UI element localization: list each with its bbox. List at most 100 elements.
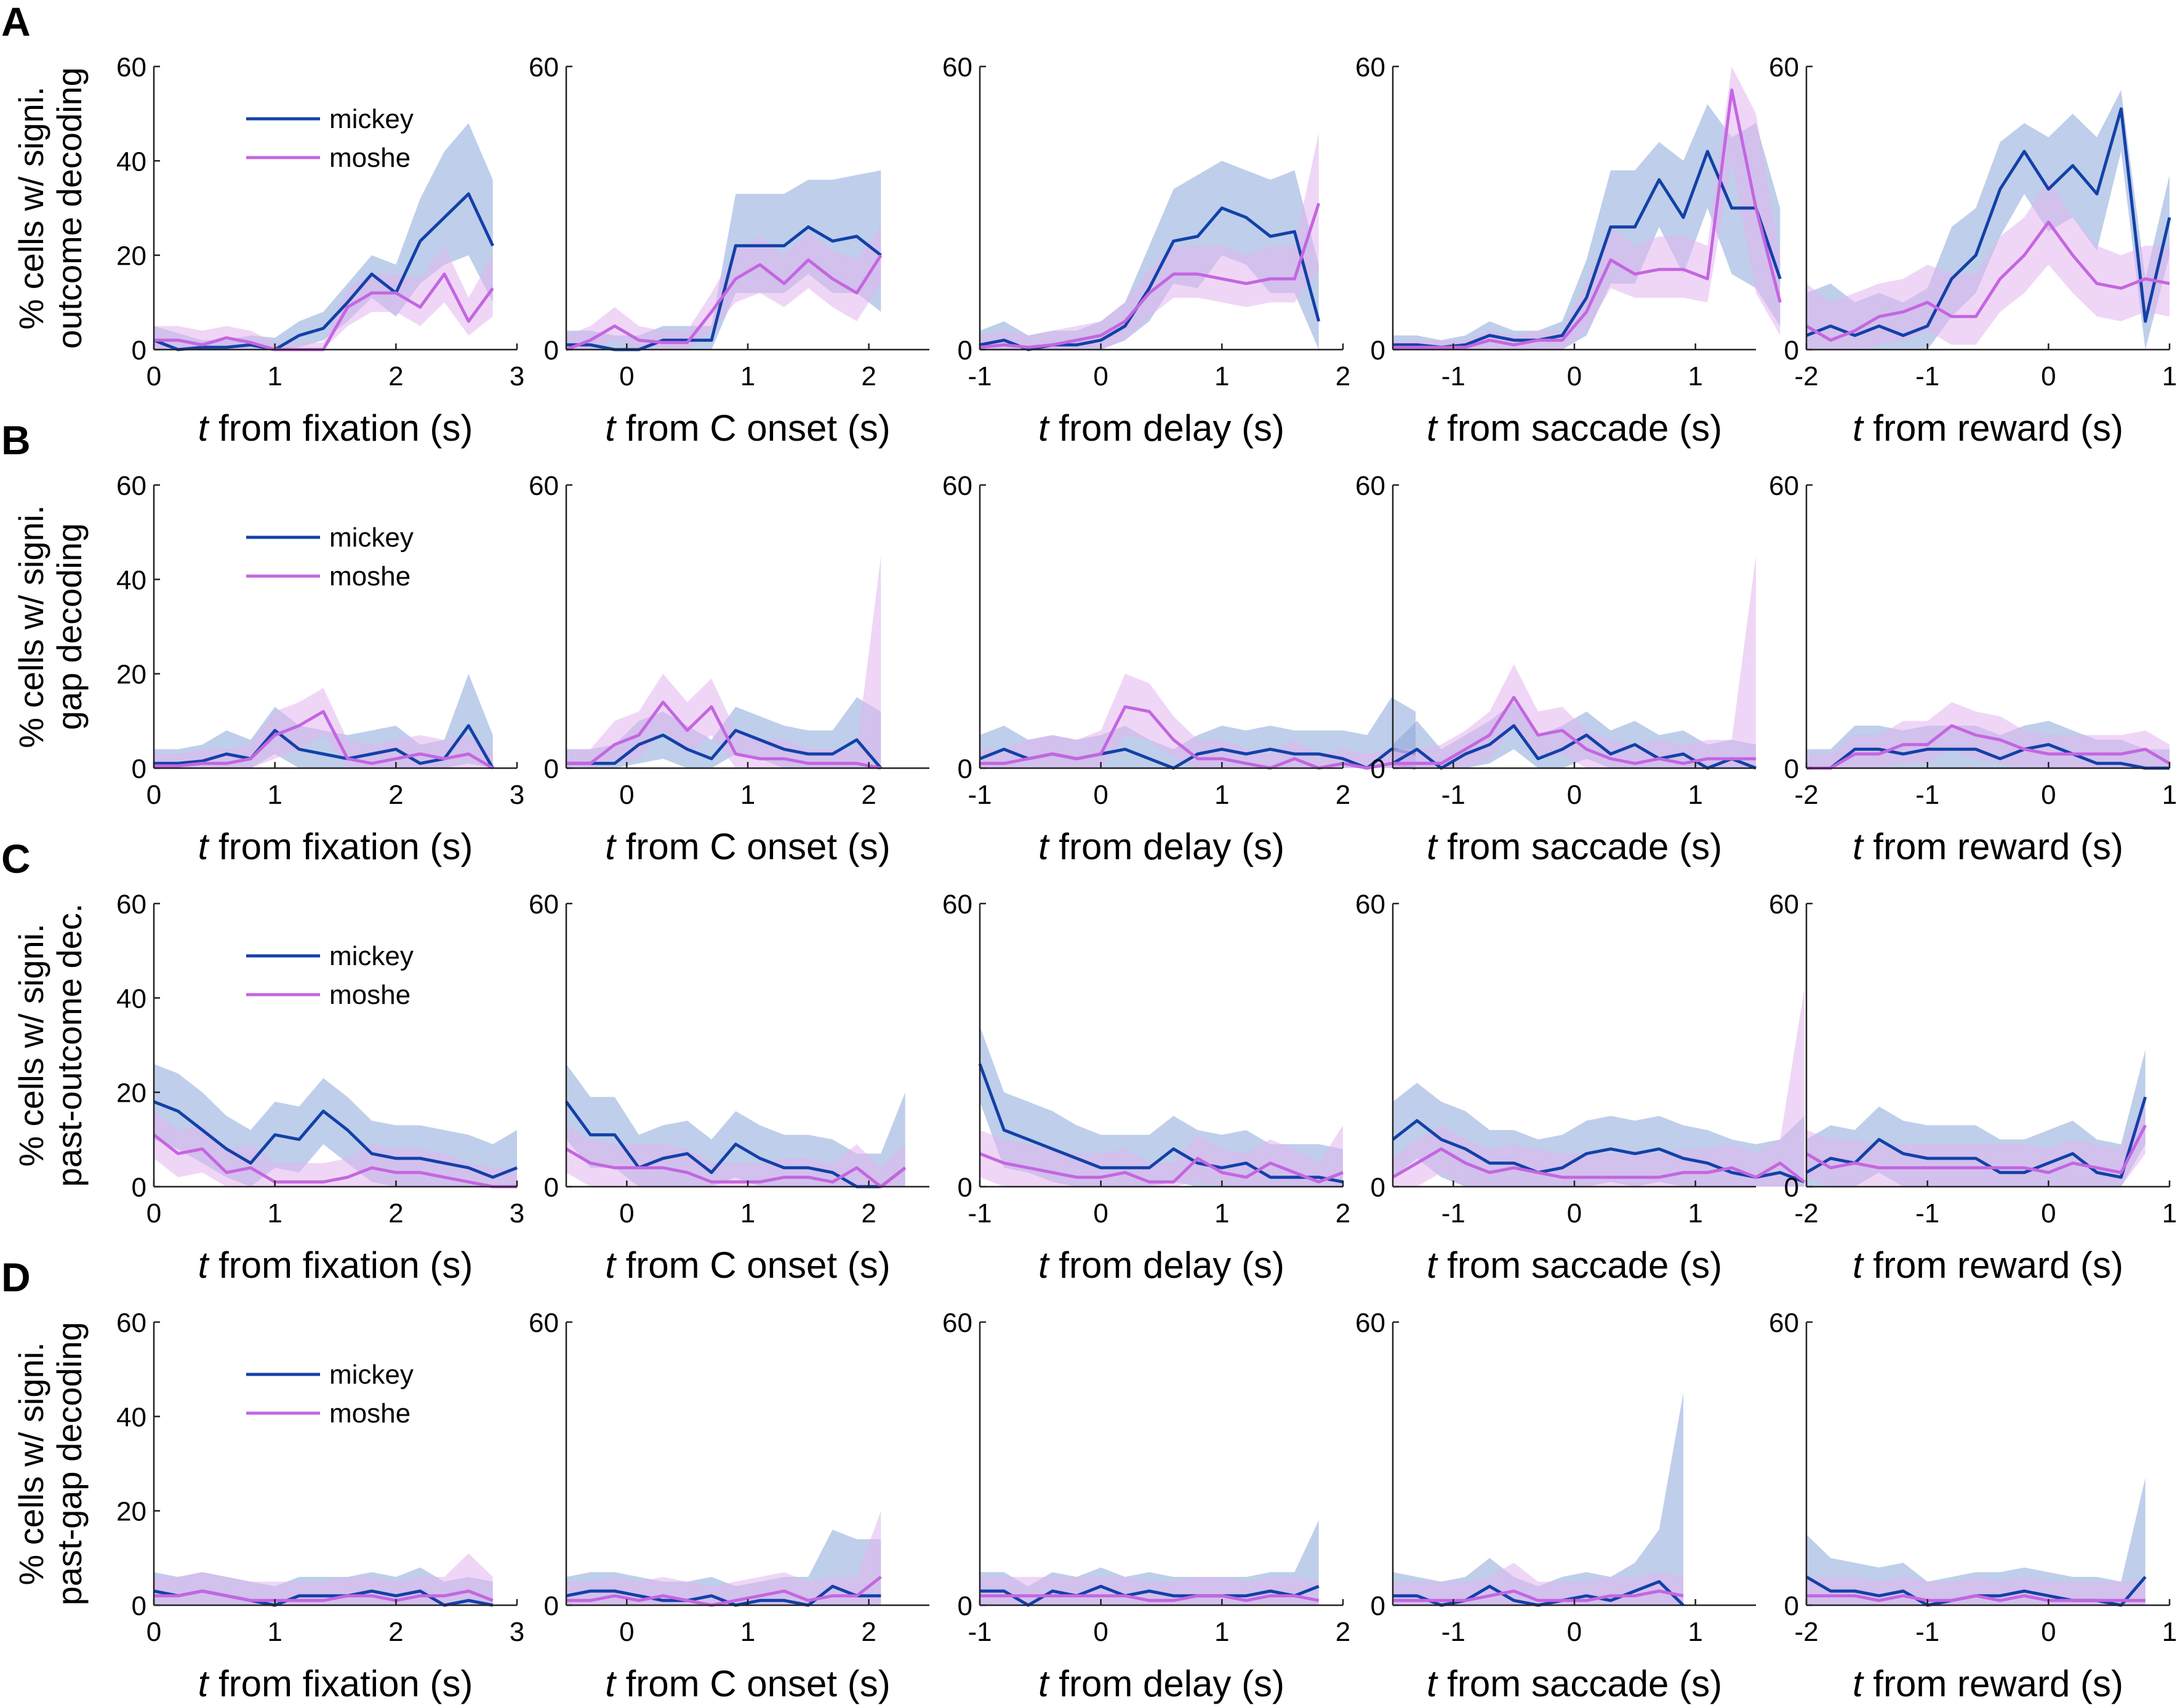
x-tick-label: 0 (1093, 1198, 1108, 1229)
x-axis-label-italic: t (1427, 1245, 1438, 1286)
y-tick-label: 60 (1355, 52, 1385, 82)
x-tick-label: 0 (146, 780, 161, 810)
x-axis-label-italic: t (1853, 1245, 1864, 1286)
x-axis-label-italic: t (198, 1663, 210, 1704)
panel-A4: 0 60 -1 0 1 t from saccade (s) (1355, 52, 1782, 449)
panel-C1: 0 20 40 60 0 1 2 3 t from fixation (s) C % cells w… (1, 836, 524, 1286)
x-tick-label: 0 (1567, 361, 1582, 391)
x-tick-label: 2 (861, 1198, 876, 1229)
x-axis-label: t from C onset (s) (605, 407, 890, 449)
y-tick-label: 0 (544, 1591, 559, 1621)
x-axis-label-text: from delay (s) (1049, 826, 1284, 867)
x-axis-label-italic: t (1853, 1663, 1864, 1704)
legend-label-moshe: moshe (329, 561, 411, 591)
y-tick-label: 0 (1371, 1173, 1385, 1203)
x-axis-label-text: from fixation (s) (208, 407, 473, 449)
y-tick-label: 40 (116, 1402, 146, 1432)
x-axis-label-italic: t (605, 1663, 617, 1704)
x-tick-label: 1 (2162, 1617, 2177, 1647)
moshe-line (153, 1133, 517, 1189)
x-axis-label-text: from fixation (s) (208, 1663, 473, 1704)
x-tick-label: -1 (1441, 1198, 1465, 1229)
moshe-line (979, 1152, 1344, 1184)
y-tick-label: 40 (116, 146, 146, 177)
x-tick-label: 2 (861, 361, 876, 391)
x-tick-label: 3 (510, 1617, 524, 1647)
x-tick-label: 0 (619, 361, 634, 391)
y-tick-label: 60 (1769, 52, 1799, 82)
x-tick-label: 0 (1093, 1617, 1108, 1647)
moshe-band (154, 246, 493, 350)
x-axis-label: t from saccade (s) (1427, 826, 1722, 867)
x-axis-label-italic: t (1427, 826, 1438, 867)
x-tick-label: 1 (1214, 1198, 1229, 1229)
x-axis-label-italic: t (198, 826, 210, 867)
x-tick-label: -1 (968, 1198, 992, 1229)
mickey-line (153, 192, 494, 351)
mickey-line (154, 724, 494, 769)
y-tick-label: 0 (1784, 335, 1799, 366)
y-tick-label: 0 (1371, 1591, 1385, 1621)
x-tick-label: 0 (619, 780, 634, 810)
x-axis-label-text: from reward (s) (1863, 1663, 2123, 1704)
x-tick-label: -1 (1915, 1198, 1939, 1229)
mickey-band (566, 170, 881, 350)
legend-label-moshe: moshe (329, 143, 411, 173)
x-tick-label: 1 (1688, 361, 1702, 391)
panel-B1: 0 20 40 60 0 1 2 3 t from fixation (s) B % cells w… (1, 417, 524, 867)
x-axis-label-italic: t (1427, 1663, 1438, 1704)
x-tick-label: 3 (510, 780, 524, 810)
x-axis-label-text: from C onset (s) (615, 407, 891, 449)
moshe-band (1393, 556, 1756, 768)
y-tick-label: 60 (1769, 471, 1799, 501)
x-axis-label-italic: t (1853, 407, 1864, 449)
x-axis-label-text: from saccade (s) (1437, 407, 1722, 449)
panel-D3: 060-1 0 1 2t from delay (s) (942, 1308, 1350, 1704)
panel-B3: 060-1 0 1 2t from delay (s) (942, 471, 1416, 867)
x-tick-label: 0 (1093, 361, 1108, 391)
x-axis-label-italic: t (1038, 1245, 1050, 1286)
y-tick-label: 60 (116, 471, 146, 501)
x-tick-label: 2 (388, 1617, 403, 1647)
y-tick-label: 0 (132, 754, 146, 784)
moshe-line (980, 1594, 1320, 1602)
mickey-line (1392, 1119, 1805, 1184)
y-tick-label: 60 (942, 471, 972, 501)
x-tick-label: 1 (267, 1198, 282, 1229)
x-tick-label: 0 (1567, 780, 1582, 810)
panel-B2: 0 60 0 1 2 t from C onset (s) (529, 471, 929, 867)
x-tick-label: 2 (861, 780, 876, 810)
y-tick-label: 40 (116, 984, 146, 1014)
x-axis-label-text: from saccade (s) (1437, 1245, 1722, 1286)
x-axis-label-text: from fixation (s) (208, 826, 473, 867)
y-tick-label: 60 (529, 471, 559, 501)
mickey-line (566, 1584, 881, 1607)
y-axis-label: % cells w/ signi. (12, 1342, 50, 1585)
x-tick-label: 0 (1093, 780, 1108, 810)
x-axis-label: t from C onset (s) (605, 1245, 890, 1286)
moshe-line (1393, 1589, 1684, 1602)
moshe-band (1806, 180, 2170, 350)
x-tick-label: 1 (1688, 780, 1702, 810)
x-axis-label: t from delay (s) (1038, 1663, 1284, 1704)
y-tick-label: 60 (1355, 471, 1385, 501)
x-tick-label: 1 (740, 1617, 755, 1647)
x-axis-label: t from reward (s) (1853, 826, 2123, 867)
y-axis-label: % cells w/ signi. (12, 505, 50, 748)
x-tick-label: 2 (388, 361, 403, 391)
x-tick-label: 2 (1336, 1198, 1350, 1229)
x-axis-label-italic: t (1038, 1663, 1050, 1704)
moshe-band (1393, 66, 1781, 350)
y-tick-label: 0 (544, 335, 559, 366)
y-tick-label: 0 (1371, 335, 1385, 366)
legend: mickey moshe (246, 523, 414, 591)
y-tick-label: 60 (1355, 1308, 1385, 1338)
x-tick-label: 0 (146, 1617, 161, 1647)
x-tick-label: -2 (1794, 361, 1818, 391)
y-tick-label: 0 (958, 1591, 972, 1621)
y-axis-label: past-gap decoding (50, 1322, 89, 1606)
x-axis-label-italic: t (1038, 826, 1050, 867)
moshe-line (566, 254, 883, 351)
x-axis-label: t from reward (s) (1853, 407, 2123, 449)
x-axis-label: t from saccade (s) (1427, 1663, 1722, 1704)
